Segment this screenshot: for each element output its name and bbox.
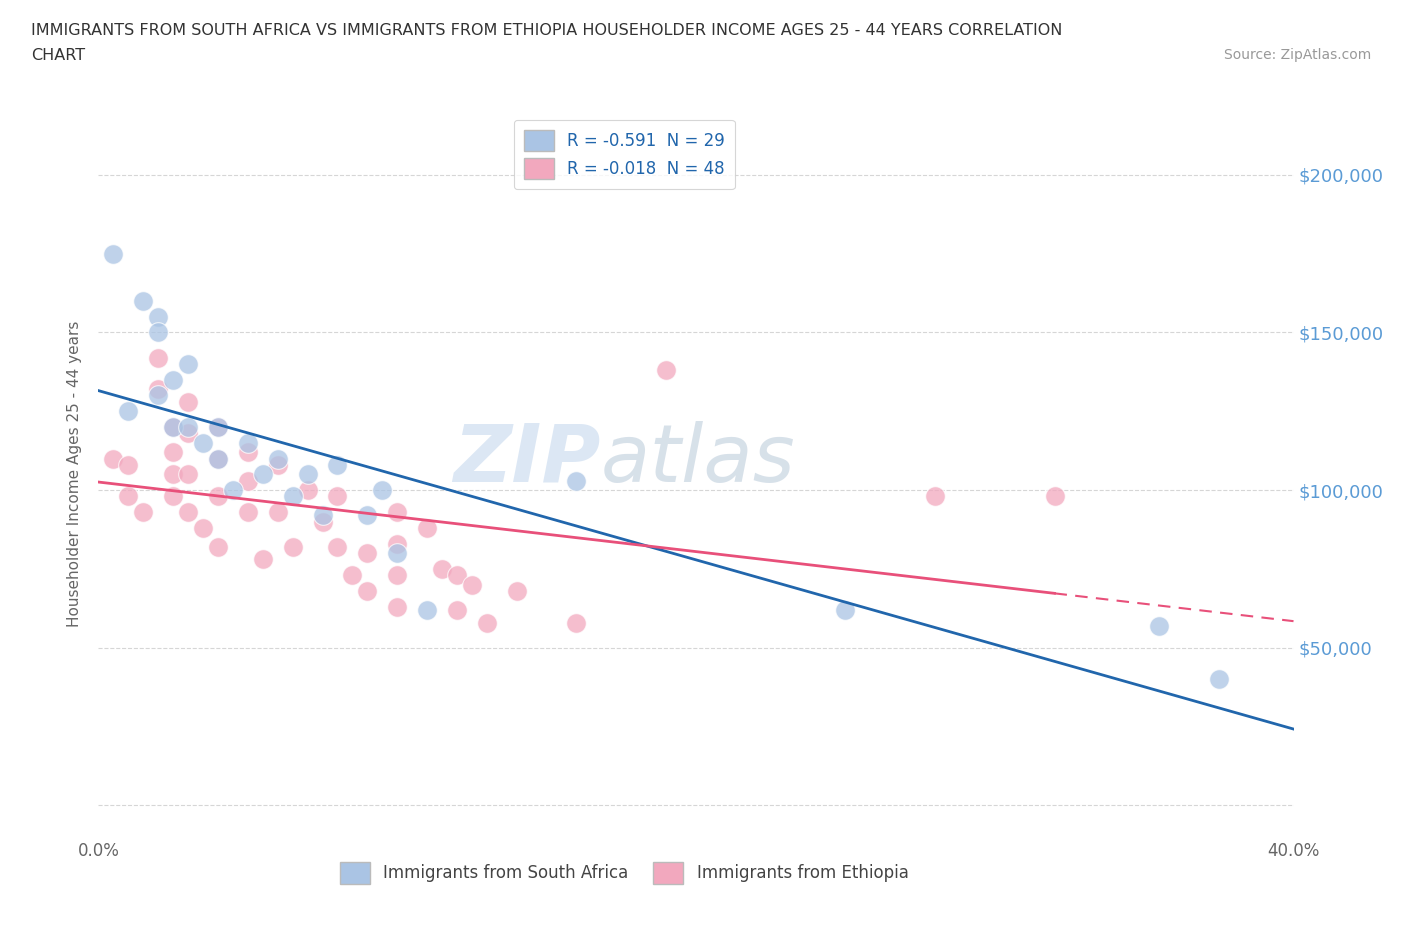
Point xyxy=(446,568,468,583)
Point xyxy=(162,445,184,459)
Point xyxy=(177,467,200,482)
Point xyxy=(162,419,184,434)
Point xyxy=(148,325,170,339)
Point xyxy=(148,309,170,324)
Point xyxy=(236,473,259,488)
Point xyxy=(297,483,319,498)
Point xyxy=(117,404,139,418)
Point xyxy=(356,508,378,523)
Point xyxy=(252,467,274,482)
Legend: Immigrants from South Africa, Immigrants from Ethiopia: Immigrants from South Africa, Immigrants… xyxy=(333,856,915,890)
Point xyxy=(655,363,678,378)
Point xyxy=(311,514,333,529)
Text: IMMIGRANTS FROM SOUTH AFRICA VS IMMIGRANTS FROM ETHIOPIA HOUSEHOLDER INCOME AGES: IMMIGRANTS FROM SOUTH AFRICA VS IMMIGRAN… xyxy=(31,23,1063,38)
Point xyxy=(342,568,364,583)
Point xyxy=(416,521,439,536)
Point xyxy=(162,467,184,482)
Point xyxy=(148,381,170,396)
Point xyxy=(461,578,484,592)
Text: ZIP: ZIP xyxy=(453,420,600,498)
Point xyxy=(103,246,125,261)
Point xyxy=(506,583,529,598)
Point xyxy=(148,351,170,365)
Point xyxy=(281,539,304,554)
Point xyxy=(132,505,155,520)
Point xyxy=(177,394,200,409)
Point xyxy=(207,451,229,466)
Point xyxy=(267,451,290,466)
Y-axis label: Householder Income Ages 25 - 44 years: Householder Income Ages 25 - 44 years xyxy=(67,321,83,628)
Point xyxy=(177,505,200,520)
Point xyxy=(565,615,588,630)
Point xyxy=(311,508,333,523)
Point xyxy=(1208,671,1230,686)
Point xyxy=(177,419,200,434)
Point xyxy=(385,546,409,561)
Point xyxy=(297,467,319,482)
Point xyxy=(117,489,139,504)
Point xyxy=(446,603,468,618)
Point xyxy=(1147,618,1170,633)
Point xyxy=(326,489,349,504)
Point xyxy=(132,293,155,308)
Point xyxy=(191,435,214,450)
Point xyxy=(385,599,409,614)
Point xyxy=(326,539,349,554)
Point xyxy=(430,562,453,577)
Point xyxy=(191,521,214,536)
Point xyxy=(162,419,184,434)
Point xyxy=(385,568,409,583)
Point xyxy=(207,489,229,504)
Point xyxy=(326,458,349,472)
Point xyxy=(371,483,394,498)
Text: Source: ZipAtlas.com: Source: ZipAtlas.com xyxy=(1223,48,1371,62)
Point xyxy=(1043,489,1066,504)
Point xyxy=(162,372,184,387)
Point xyxy=(103,451,125,466)
Point xyxy=(356,546,378,561)
Point xyxy=(207,539,229,554)
Point xyxy=(924,489,946,504)
Point xyxy=(834,603,856,618)
Point xyxy=(177,356,200,371)
Point xyxy=(207,419,229,434)
Point xyxy=(267,505,290,520)
Point xyxy=(416,603,439,618)
Point xyxy=(236,435,259,450)
Point xyxy=(162,489,184,504)
Point xyxy=(385,505,409,520)
Text: atlas: atlas xyxy=(600,420,796,498)
Point xyxy=(385,537,409,551)
Point xyxy=(148,388,170,403)
Point xyxy=(252,552,274,567)
Text: CHART: CHART xyxy=(31,48,84,63)
Point xyxy=(236,445,259,459)
Point xyxy=(565,473,588,488)
Point xyxy=(356,583,378,598)
Point xyxy=(236,505,259,520)
Point xyxy=(222,483,245,498)
Point xyxy=(117,458,139,472)
Point xyxy=(475,615,498,630)
Point xyxy=(281,489,304,504)
Point xyxy=(267,458,290,472)
Point xyxy=(177,426,200,441)
Point xyxy=(207,419,229,434)
Point xyxy=(207,451,229,466)
